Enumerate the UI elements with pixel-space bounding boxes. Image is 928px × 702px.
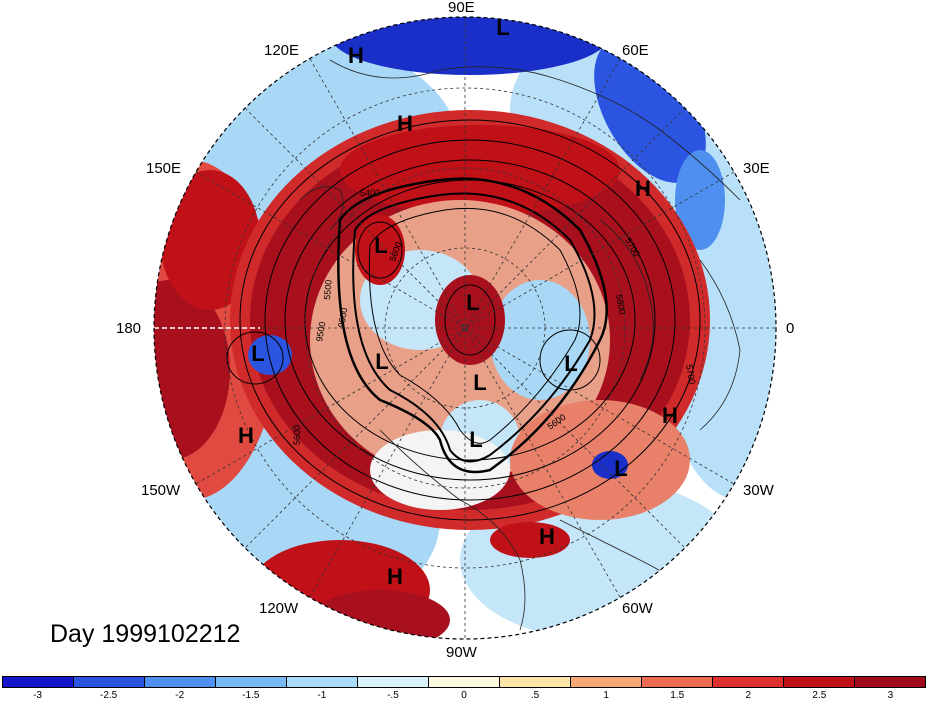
longitude-label-150w: 150W — [141, 482, 181, 499]
day-label: Day 1999102212 — [50, 620, 241, 648]
colorbar-cell — [145, 677, 216, 687]
colorbar-tick-label: 3 — [887, 690, 894, 701]
colorbar-cell — [3, 677, 74, 687]
longitude-label-120w: 120W — [259, 600, 299, 617]
colorbar-tick-label: -2 — [175, 690, 185, 701]
low-pressure-marker: L — [251, 341, 265, 366]
contour-label: 5700 — [684, 364, 697, 385]
longitude-label-90e: 90E — [448, 0, 475, 16]
high-pressure-marker: H — [238, 423, 254, 448]
longitude-label-120e: 120E — [264, 42, 300, 59]
colorbar-tick-label: -1.5 — [242, 690, 260, 701]
longitude-label-60w: 60W — [622, 600, 653, 617]
low-pressure-marker: L — [374, 233, 388, 258]
colorbar-tick-label: -1 — [317, 690, 327, 701]
low-pressure-marker: L — [466, 290, 480, 315]
colorbar-cell — [216, 677, 287, 687]
colorbar-tick-label: 1 — [603, 690, 609, 701]
low-pressure-marker: L — [614, 456, 628, 481]
high-pressure-marker: H — [662, 403, 678, 428]
colorbar-cell — [571, 677, 642, 687]
colorbar-cell — [500, 677, 571, 687]
colorbar-tick-label: -2.5 — [99, 690, 118, 701]
contour-label: 5400 — [360, 188, 380, 198]
map-border — [153, 16, 777, 640]
contour-label: 5800 — [614, 294, 627, 315]
graticule — [154, 17, 776, 639]
contour-label: 5600 — [292, 425, 302, 445]
colorbar-tick-label: 1.5 — [670, 690, 685, 701]
contour-label: 9500 — [314, 321, 327, 342]
longitude-label-150e: 150E — [146, 160, 182, 177]
high-pressure-marker: H — [387, 564, 403, 589]
low-pressure-marker: L — [375, 349, 389, 374]
colorbar-cell — [784, 677, 855, 687]
high-pressure-marker: H — [539, 524, 555, 549]
low-pressure-marker: L — [473, 370, 487, 395]
coastlines — [299, 59, 741, 631]
longitude-label-0: 0 — [786, 320, 795, 337]
high-pressure-marker: H — [635, 176, 651, 201]
colorbar-tick-label: 2 — [745, 690, 752, 701]
colorbar-cell — [74, 677, 145, 687]
colorbar-tick-label: 2.5 — [812, 690, 827, 701]
colorbar-tick-label: -.5 — [387, 690, 399, 701]
longitude-label-30e: 30E — [743, 160, 770, 177]
low-pressure-marker: L — [469, 427, 483, 452]
low-pressure-marker: L — [564, 351, 578, 376]
colorbar-cell — [358, 677, 429, 687]
colorbar-cell — [642, 677, 713, 687]
longitude-label-30w: 30W — [743, 482, 774, 499]
colorbar-cell — [713, 677, 784, 687]
colorbar-tick-label: -3 — [33, 690, 42, 701]
high-pressure-marker: H — [397, 111, 413, 136]
longitude-label-180: 180 — [116, 320, 142, 337]
longitude-label-60e: 60E — [622, 42, 649, 59]
longitude-label-90w: 90W — [446, 644, 477, 661]
colorbar-tick-label: .5 — [530, 690, 540, 701]
colorbar — [2, 676, 926, 688]
colorbar-cell — [429, 677, 500, 687]
blue-anomaly-north — [330, 17, 610, 75]
high-pressure-marker: H — [348, 43, 364, 68]
contour-label: 5500 — [322, 279, 334, 300]
colorbar-cell — [287, 677, 358, 687]
colorbar-cell — [855, 677, 925, 687]
colorbar-tick-label: 0 — [461, 690, 467, 701]
height-contours — [226, 119, 701, 521]
contour-label: 9500 — [336, 307, 349, 328]
low-pressure-marker: L — [496, 15, 510, 40]
